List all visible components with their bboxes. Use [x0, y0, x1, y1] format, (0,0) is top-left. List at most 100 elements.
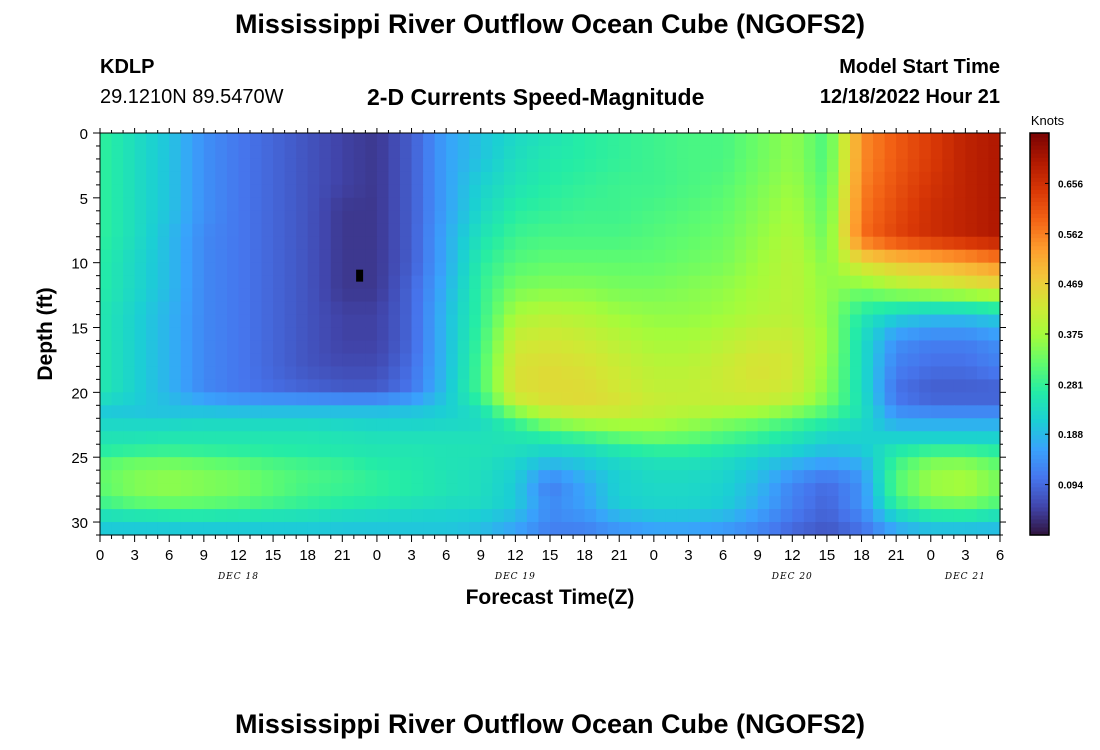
- heatmap-cell: [700, 314, 713, 329]
- heatmap-cell: [296, 301, 309, 316]
- heatmap-cell: [400, 509, 413, 523]
- heatmap-cell: [688, 496, 701, 510]
- heatmap-cell: [284, 470, 297, 484]
- heatmap-cell: [803, 145, 816, 160]
- heatmap-cell: [342, 470, 355, 484]
- heatmap-cell: [492, 457, 505, 471]
- heatmap-cell: [215, 236, 228, 251]
- heatmap-cell: [469, 392, 482, 406]
- heatmap-cell: [573, 171, 586, 186]
- heatmap-cell: [250, 288, 263, 303]
- heatmap-cell: [642, 405, 655, 419]
- heatmap-cell: [353, 379, 366, 393]
- heatmap-cell: [873, 158, 886, 173]
- heatmap-cell: [261, 496, 274, 510]
- heatmap-cell: [561, 509, 574, 523]
- heatmap-cell: [250, 483, 263, 497]
- heatmap-cell: [134, 133, 147, 147]
- heatmap-cell: [838, 340, 851, 355]
- heatmap-cell: [307, 133, 320, 147]
- heatmap-cell: [503, 457, 516, 471]
- heatmap-cell: [826, 236, 840, 251]
- heatmap-cell: [284, 418, 297, 432]
- heatmap-cell: [780, 158, 793, 173]
- heatmap-cell: [503, 340, 516, 355]
- heatmap-cell: [515, 314, 528, 329]
- heatmap-cell: [526, 431, 540, 445]
- heatmap-cell: [896, 133, 909, 147]
- heatmap-cell: [261, 158, 274, 173]
- heatmap-cell: [619, 431, 632, 445]
- heatmap-cell: [492, 340, 505, 355]
- heatmap-cell: [480, 314, 493, 329]
- heatmap-cell: [515, 418, 528, 432]
- heatmap-cell: [330, 236, 343, 251]
- heatmap-cell: [123, 418, 136, 432]
- heatmap-cell: [815, 405, 828, 419]
- heatmap-cell: [850, 353, 863, 368]
- heatmap-cell: [653, 366, 666, 380]
- heatmap-cell: [746, 522, 759, 536]
- heatmap-cell: [861, 509, 874, 523]
- heatmap-cell: [746, 353, 759, 368]
- colorbar-swatch: [1030, 173, 1049, 178]
- heatmap-cell: [988, 262, 1001, 277]
- heatmap-cell: [700, 288, 713, 303]
- heatmap-cell: [976, 197, 990, 212]
- heatmap-cell: [619, 158, 632, 173]
- heatmap-cell: [111, 392, 124, 406]
- heatmap-cell: [538, 457, 551, 471]
- heatmap-cell: [803, 470, 816, 484]
- heatmap-cell: [169, 223, 182, 238]
- heatmap-cell: [100, 171, 113, 186]
- heatmap-cell: [815, 184, 828, 199]
- heatmap-cell: [942, 340, 955, 355]
- heatmap-cell: [526, 366, 540, 380]
- colorbar-swatch: [1030, 137, 1049, 142]
- heatmap-cell: [607, 353, 620, 368]
- heatmap-cell: [757, 223, 770, 238]
- heatmap-cell: [203, 314, 216, 329]
- heatmap-cell: [146, 496, 159, 510]
- heatmap-cell: [769, 197, 782, 212]
- heatmap-cell: [342, 418, 355, 432]
- heatmap-cell: [423, 392, 436, 406]
- heatmap-cell: [746, 496, 759, 510]
- heatmap-cell: [100, 483, 113, 497]
- heatmap-cell: [550, 418, 563, 432]
- heatmap-cell: [146, 314, 159, 329]
- heatmap-cell: [111, 340, 124, 355]
- heatmap-cell: [284, 457, 297, 471]
- heatmap-cell: [988, 275, 1001, 290]
- heatmap-cell: [665, 392, 678, 406]
- heatmap-cell: [723, 275, 736, 290]
- heatmap-cell: [157, 509, 170, 523]
- heatmap-cell: [203, 444, 216, 458]
- heatmap-cell: [307, 431, 320, 445]
- heatmap-cell: [111, 444, 124, 458]
- heatmap-cell: [261, 431, 274, 445]
- heatmap-cell: [653, 314, 666, 329]
- heatmap-cell: [146, 340, 159, 355]
- heatmap-cell: [976, 133, 990, 147]
- x-tick-label: 9: [754, 547, 762, 564]
- heatmap-cell: [388, 392, 401, 406]
- heatmap-cell: [538, 314, 551, 329]
- heatmap-cell: [134, 210, 147, 225]
- heatmap-cell: [942, 522, 955, 536]
- heatmap-cell: [953, 353, 966, 368]
- heatmap-cell: [388, 496, 401, 510]
- heatmap-cell: [850, 522, 863, 536]
- heatmap-cell: [550, 431, 563, 445]
- heatmap-cell: [942, 249, 955, 264]
- heatmap-cell: [492, 171, 505, 186]
- heatmap-cell: [803, 444, 816, 458]
- heatmap-cell: [515, 470, 528, 484]
- heatmap-cell: [365, 353, 378, 368]
- heatmap-cell: [803, 418, 816, 432]
- heatmap-cell: [884, 158, 897, 173]
- heatmap-cell: [907, 249, 920, 264]
- heatmap-cell: [192, 327, 205, 342]
- heatmap-cell: [296, 288, 309, 303]
- heatmap-cell: [676, 470, 690, 484]
